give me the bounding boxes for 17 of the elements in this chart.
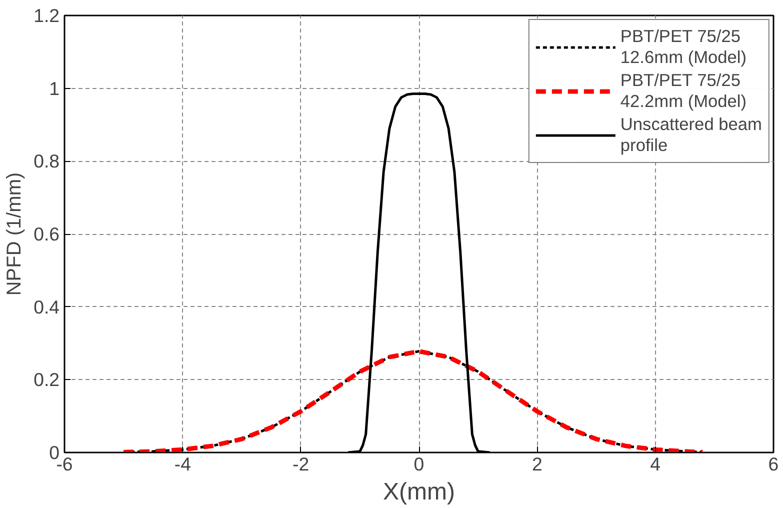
x-tick-label: 6 [768, 454, 779, 474]
y-axis-title: NPFD (1/mm) [4, 172, 26, 296]
legend-label: PBT/PET 75/25 12.6mm (Model) [620, 26, 747, 68]
y-tick-label: 0.8 [34, 150, 60, 172]
x-tick-label: -4 [174, 454, 191, 474]
x-axis-title: X(mm) [383, 478, 455, 506]
x-tick-label: -2 [292, 454, 310, 474]
legend-label: PBT/PET 75/25 42.2mm (Model) [620, 70, 747, 112]
x-tick-label: 0 [414, 454, 424, 474]
y-tick-label: 0.4 [34, 296, 60, 318]
x-tick-label: 2 [532, 454, 542, 474]
y-tick-label: 0.2 [34, 369, 60, 390]
y-tick-label: 1 [49, 78, 60, 99]
y-tick-label: 0.6 [34, 224, 60, 244]
legend-label: Unscattered beam profile [620, 114, 762, 156]
y-tick-label: 1.2 [34, 5, 60, 26]
x-tick-label: 4 [650, 454, 661, 474]
